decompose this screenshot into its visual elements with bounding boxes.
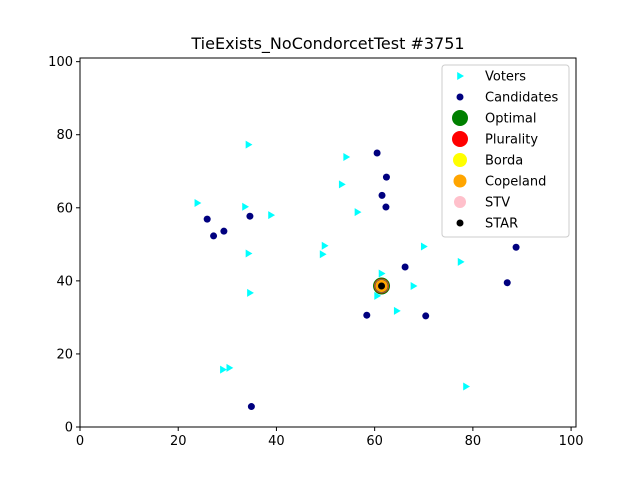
- legend-label: Optimal: [485, 112, 536, 127]
- y-tick-label: 20: [56, 347, 73, 362]
- legend: Voters Candidates Optimal Plurality Borda Cop…: [441, 64, 570, 238]
- voter-marker: [457, 257, 465, 266]
- candidates-marker: [373, 149, 381, 157]
- x-tick-label: 20: [170, 434, 187, 449]
- chart-title: TieExists_NoCondorcetTest #3751: [190, 34, 464, 54]
- legend-star-marker: [456, 219, 464, 227]
- data-marks: [194, 140, 520, 411]
- voter-marker: [354, 208, 362, 217]
- voter-marker: [268, 211, 276, 220]
- candidates-marker: [363, 311, 371, 319]
- voter-marker: [319, 250, 327, 259]
- voter-marker: [338, 180, 346, 189]
- legend-label: Voters: [485, 70, 526, 85]
- legend-plurality-marker: [452, 131, 468, 147]
- candidates-marker: [401, 263, 409, 271]
- voter-marker: [245, 249, 253, 258]
- plot-frame: [79, 57, 577, 428]
- legend-label: Copeland: [485, 175, 546, 190]
- candidates-marker: [503, 279, 511, 287]
- legend-voter-marker: [457, 72, 464, 80]
- x-tick-label: 100: [559, 434, 584, 449]
- legend-label: STV: [485, 196, 510, 211]
- candidates-marker: [382, 203, 390, 211]
- legend-candidates-marker: [456, 93, 464, 101]
- legend-box: [441, 64, 570, 238]
- x-tick-label: 40: [268, 434, 285, 449]
- legend-borda-marker: [453, 153, 467, 167]
- y-tick-label: 60: [56, 201, 73, 216]
- y-tick-label: 100: [48, 55, 73, 70]
- legend-label: Candidates: [485, 91, 558, 106]
- candidates-marker: [210, 232, 218, 240]
- legend-copeland-marker: [453, 174, 467, 188]
- y-tick-label: 80: [56, 128, 73, 143]
- candidates-marker: [382, 173, 390, 181]
- legend-label: Borda: [485, 154, 523, 169]
- voter-marker: [420, 242, 428, 251]
- voter-marker: [245, 140, 253, 149]
- legend-stv-marker: [454, 196, 466, 208]
- voter-marker: [343, 153, 351, 162]
- voter-marker: [220, 365, 227, 374]
- x-tick-label: 60: [366, 434, 383, 449]
- candidates-marker: [378, 191, 386, 199]
- legend-optimal-marker: [452, 110, 468, 126]
- voter-marker: [463, 382, 470, 391]
- voter-marker: [242, 202, 250, 211]
- y-tick-label: 40: [56, 274, 73, 289]
- voter-marker: [410, 281, 418, 290]
- candidates-marker: [203, 215, 211, 223]
- voter-marker: [393, 306, 401, 315]
- candidates-marker: [220, 227, 228, 235]
- star-marker: [378, 282, 386, 290]
- candidates-marker: [247, 403, 255, 411]
- candidates-marker: [422, 312, 430, 320]
- legend-label: STAR: [485, 217, 518, 232]
- y-tick-label: 0: [65, 421, 73, 436]
- candidates-marker: [512, 243, 520, 251]
- axes: 0 20 40 60 80 100 0 20 40 60 80 100: [48, 55, 583, 449]
- legend-label: Plurality: [485, 133, 538, 148]
- voter-marker: [374, 291, 382, 300]
- voter-marker: [378, 269, 386, 278]
- voter-marker: [226, 363, 234, 372]
- x-tick-label: 0: [76, 434, 84, 449]
- candidates-marker: [246, 212, 254, 220]
- voter-marker: [247, 288, 254, 297]
- x-tick-label: 80: [465, 434, 482, 449]
- voter-marker: [194, 199, 202, 208]
- voter-marker: [321, 241, 329, 250]
